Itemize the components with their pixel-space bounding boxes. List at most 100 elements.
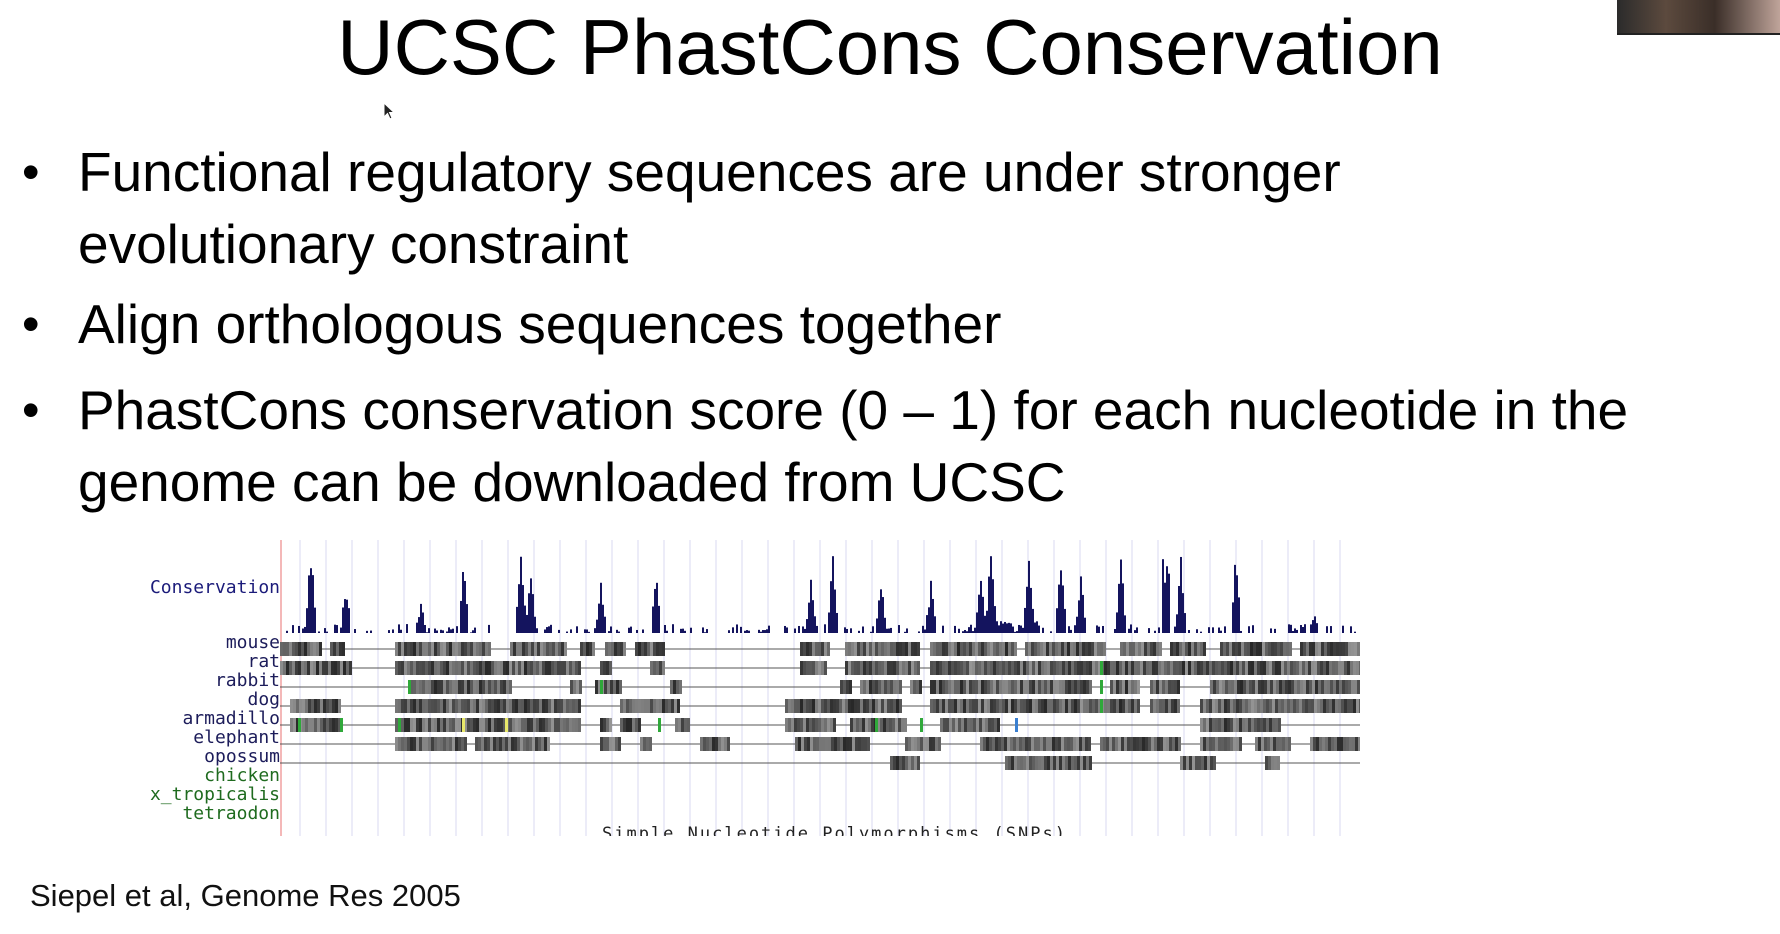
alignment-block <box>1240 680 1243 694</box>
alignment-block <box>1285 680 1288 694</box>
alignment-block <box>979 718 982 732</box>
alignment-block <box>413 718 416 732</box>
conservation-bar <box>546 627 548 633</box>
alignment-block <box>852 737 855 751</box>
alignment-block <box>319 661 322 675</box>
alignment-block <box>1227 718 1230 732</box>
conservation-bar <box>798 625 800 633</box>
alignment-block <box>493 737 496 751</box>
alignment-block <box>545 699 548 713</box>
alignment-block <box>1348 680 1351 694</box>
alignment-block <box>342 642 345 656</box>
alignment-block <box>503 680 506 694</box>
track-labels: Conservation mouse rat rabbit dog armadi… <box>122 540 280 836</box>
conservation-bar <box>342 607 344 633</box>
alignment-block <box>1293 699 1296 713</box>
alignment-block <box>1250 642 1253 656</box>
alignment-block <box>1122 680 1125 694</box>
alignment-block <box>1248 661 1251 675</box>
alignment-block <box>1332 661 1335 675</box>
conservation-bar <box>816 625 818 633</box>
conservation-bar <box>918 631 920 633</box>
alignment-block <box>812 699 815 713</box>
bullet-text-line: PhastCons conservation score (0 – 1) for… <box>78 379 1629 441</box>
conservation-bar <box>598 603 600 633</box>
alignment-block <box>1271 756 1274 770</box>
alignment-block <box>491 680 494 694</box>
alignment-block <box>939 680 942 694</box>
alignment-highlight <box>658 718 661 732</box>
alignment-block <box>1126 642 1129 656</box>
alignment-block <box>425 737 428 751</box>
alignment-block <box>1142 737 1145 751</box>
alignment-block <box>1104 661 1107 675</box>
alignment-block <box>1270 680 1273 694</box>
alignment-block <box>1200 699 1203 713</box>
conservation-bar <box>1314 616 1316 633</box>
alignment-block <box>317 718 320 732</box>
alignment-block <box>516 642 519 656</box>
conservation-bar <box>898 625 900 633</box>
alignment-block <box>1025 737 1028 751</box>
alignment-block <box>800 699 803 713</box>
alignment-block <box>1116 661 1119 675</box>
alignment-block <box>461 642 464 656</box>
conservation-bar <box>1122 583 1124 633</box>
alignment-block <box>1353 661 1356 675</box>
alignment-block <box>1346 737 1349 751</box>
conservation-bar <box>1114 628 1116 633</box>
alignment-block <box>957 642 960 656</box>
alignment-block <box>993 642 996 656</box>
alignment-block <box>1029 699 1032 713</box>
alignment-block <box>526 737 529 751</box>
alignment-block <box>887 661 890 675</box>
bullet-text-line: genome can be downloaded from UCSC <box>78 451 1066 513</box>
alignment-block <box>1302 661 1305 675</box>
alignment-block <box>1068 680 1071 694</box>
alignment-block <box>1055 737 1058 751</box>
alignment-block <box>1276 680 1279 694</box>
alignment-block <box>1029 680 1032 694</box>
alignment-block <box>1345 680 1348 694</box>
alignment-block <box>1156 680 1159 694</box>
alignment-block <box>316 661 319 675</box>
alignment-block <box>862 718 865 732</box>
conservation-bar <box>666 630 668 633</box>
alignment-block <box>301 661 304 675</box>
alignment-block <box>990 699 993 713</box>
alignment-block <box>930 642 933 656</box>
alignment-block <box>1194 642 1197 656</box>
conservation-bar <box>520 556 522 633</box>
conservation-bar <box>732 627 734 633</box>
alignment-block <box>635 699 638 713</box>
alignment-block <box>446 718 449 732</box>
alignment-block <box>1074 680 1077 694</box>
conservation-bar <box>532 594 534 633</box>
alignment-block <box>1002 699 1005 713</box>
alignment-block <box>649 737 652 751</box>
alignment-block <box>1065 680 1068 694</box>
alignment-block <box>1140 661 1143 675</box>
alignment-block <box>1320 699 1323 713</box>
alignment-block <box>607 680 610 694</box>
alignment-block <box>467 642 470 656</box>
conservation-bar <box>684 630 686 633</box>
alignment-block <box>1251 699 1254 713</box>
alignment-block <box>821 661 824 675</box>
conservation-bar <box>472 630 474 633</box>
conservation-bar <box>336 625 338 633</box>
alignment-block <box>515 718 518 732</box>
conservation-bar <box>794 628 796 633</box>
alignment-block <box>890 699 893 713</box>
alignment-block <box>490 737 493 751</box>
alignment-block <box>1038 699 1041 713</box>
alignment-block <box>1275 699 1278 713</box>
alignment-block <box>715 737 718 751</box>
alignment-block <box>1350 699 1353 713</box>
alignment-block <box>1080 756 1083 770</box>
alignment-block <box>1323 699 1326 713</box>
alignment-block <box>1073 737 1076 751</box>
conservation-bar <box>1078 600 1080 633</box>
alignment-block <box>1359 661 1360 675</box>
alignment-block <box>416 737 419 751</box>
